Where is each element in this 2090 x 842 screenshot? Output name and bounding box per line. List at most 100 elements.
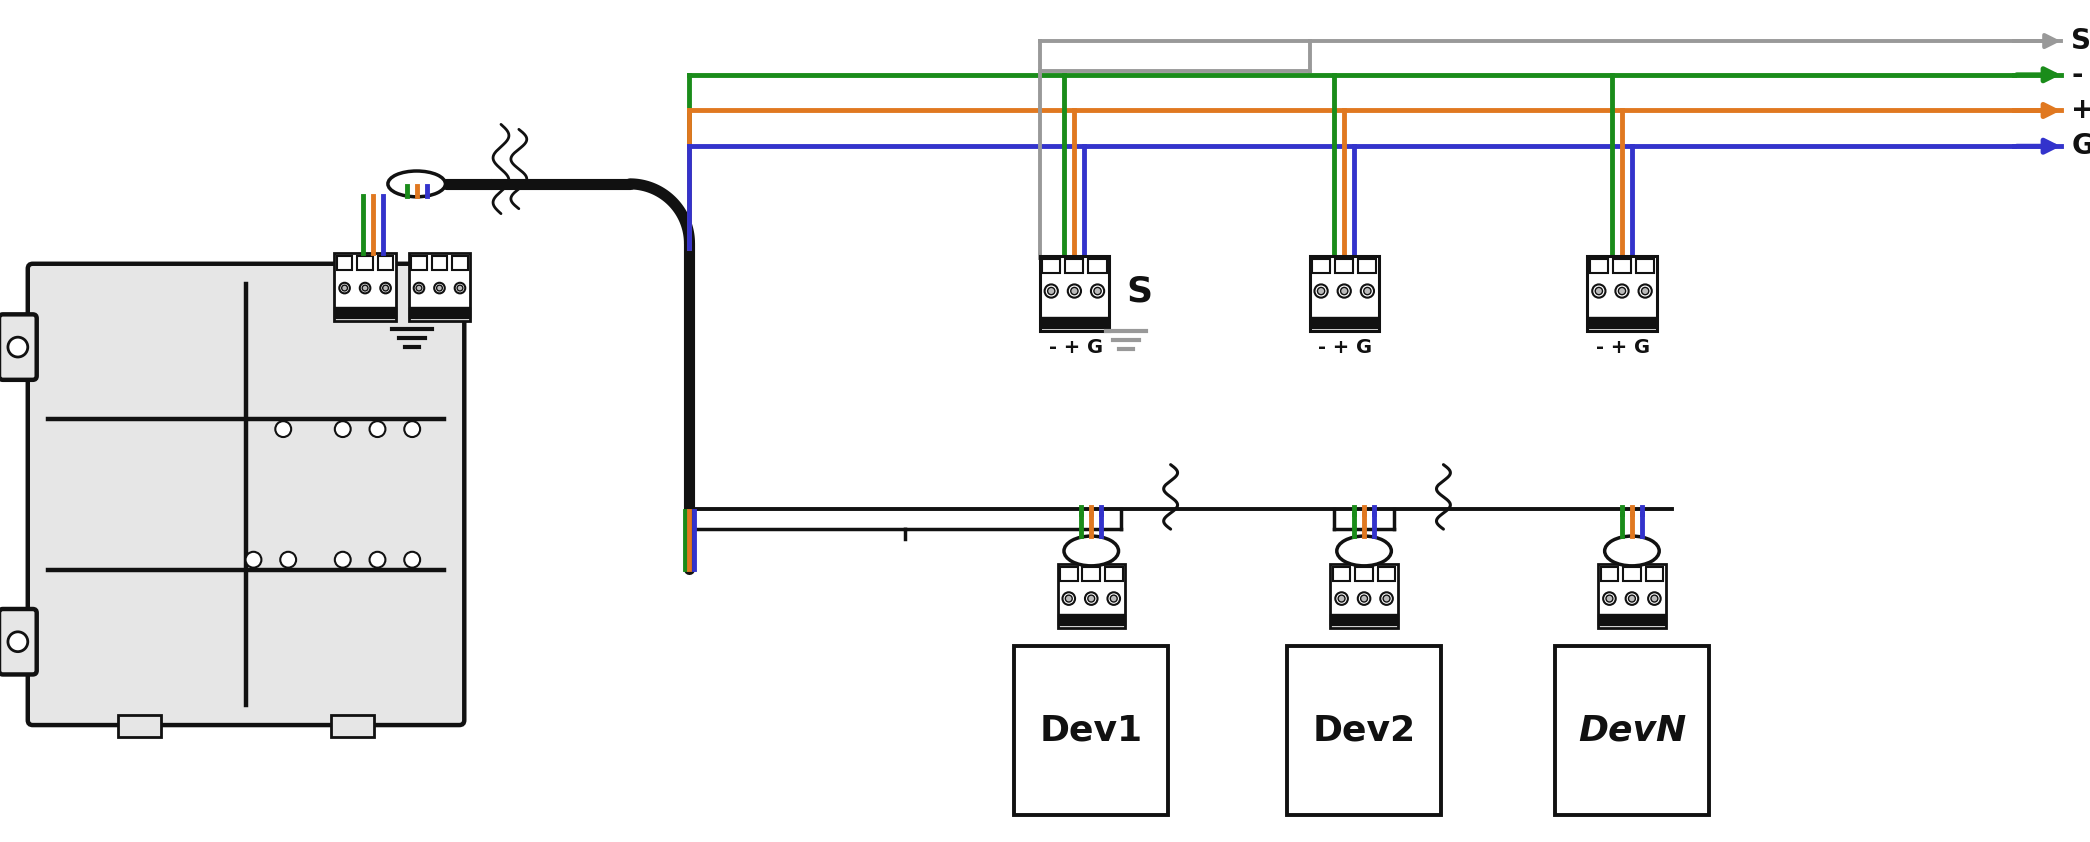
Circle shape [1045,285,1058,298]
Bar [451,256,468,270]
Circle shape [1358,592,1371,605]
Bar [336,256,353,270]
Circle shape [437,285,443,291]
Text: Dev2: Dev2 [1313,713,1415,748]
Circle shape [1618,287,1626,295]
Circle shape [1317,287,1325,295]
Circle shape [435,283,445,293]
Circle shape [1365,287,1371,295]
Bar [1039,317,1110,328]
Bar [378,256,393,270]
Bar [1313,259,1329,273]
Bar [1601,567,1618,581]
Bar [1310,256,1379,331]
Bar [1310,317,1379,328]
Circle shape [1315,285,1327,298]
Circle shape [1066,595,1072,602]
Bar [1014,646,1168,815]
Circle shape [1616,285,1628,298]
Bar [1287,646,1440,815]
Circle shape [414,283,424,293]
Circle shape [1361,285,1373,298]
Circle shape [1338,595,1346,602]
Bar [1555,646,1710,815]
Text: S: S [1127,274,1152,308]
Text: - + G: - + G [1319,338,1373,357]
Circle shape [416,285,422,291]
Bar [1083,567,1099,581]
Bar [1377,567,1396,581]
Circle shape [1603,592,1616,605]
Bar [334,253,395,321]
FancyBboxPatch shape [0,314,38,380]
Bar [1358,259,1377,273]
Bar [1333,567,1350,581]
Circle shape [1626,592,1639,605]
FancyBboxPatch shape [0,609,38,674]
Circle shape [403,552,420,568]
Circle shape [334,421,351,437]
Text: S: S [2071,27,2090,55]
Bar [1586,256,1657,331]
Circle shape [1641,287,1649,295]
Bar [334,307,395,317]
Bar [1058,615,1124,626]
Bar [1336,259,1354,273]
Circle shape [8,632,27,652]
Circle shape [370,421,385,437]
Circle shape [280,552,297,568]
Circle shape [341,285,347,291]
Bar [1624,567,1641,581]
Circle shape [1336,592,1348,605]
Circle shape [276,421,291,437]
Bar [1599,564,1666,628]
Ellipse shape [1064,536,1118,566]
Circle shape [339,283,349,293]
Bar [1590,259,1607,273]
Circle shape [380,283,391,293]
Circle shape [1384,595,1390,602]
Circle shape [456,283,466,293]
Bar [1060,567,1078,581]
Bar [330,715,374,737]
Circle shape [1595,287,1603,295]
Bar [410,253,470,321]
Circle shape [1649,592,1662,605]
Circle shape [1070,287,1078,295]
Bar [1645,567,1664,581]
Bar [117,715,161,737]
Bar [1636,259,1655,273]
Bar [1354,567,1373,581]
Ellipse shape [1338,536,1392,566]
Circle shape [1062,592,1074,605]
Circle shape [1593,285,1605,298]
Bar [1586,317,1657,328]
Circle shape [403,421,420,437]
FancyBboxPatch shape [27,264,464,725]
Text: Dev1: Dev1 [1039,713,1143,748]
Circle shape [1068,285,1081,298]
Circle shape [1108,592,1120,605]
Circle shape [1379,592,1392,605]
Circle shape [1110,595,1118,602]
Text: G: G [2071,132,2090,160]
Circle shape [458,285,462,291]
Circle shape [1085,592,1097,605]
Bar [1106,567,1122,581]
Bar [1599,615,1666,626]
Circle shape [1605,595,1613,602]
Bar [357,256,372,270]
Bar [412,256,426,270]
Circle shape [1338,285,1350,298]
Circle shape [245,552,261,568]
Text: +: + [2071,97,2090,125]
Text: DevN: DevN [1578,713,1687,748]
Circle shape [370,552,385,568]
Text: -: - [2071,61,2084,88]
Circle shape [1639,285,1651,298]
Circle shape [1091,285,1104,298]
Bar [1043,259,1060,273]
Circle shape [1047,287,1055,295]
Circle shape [359,283,370,293]
Text: - + G: - + G [1049,338,1104,357]
